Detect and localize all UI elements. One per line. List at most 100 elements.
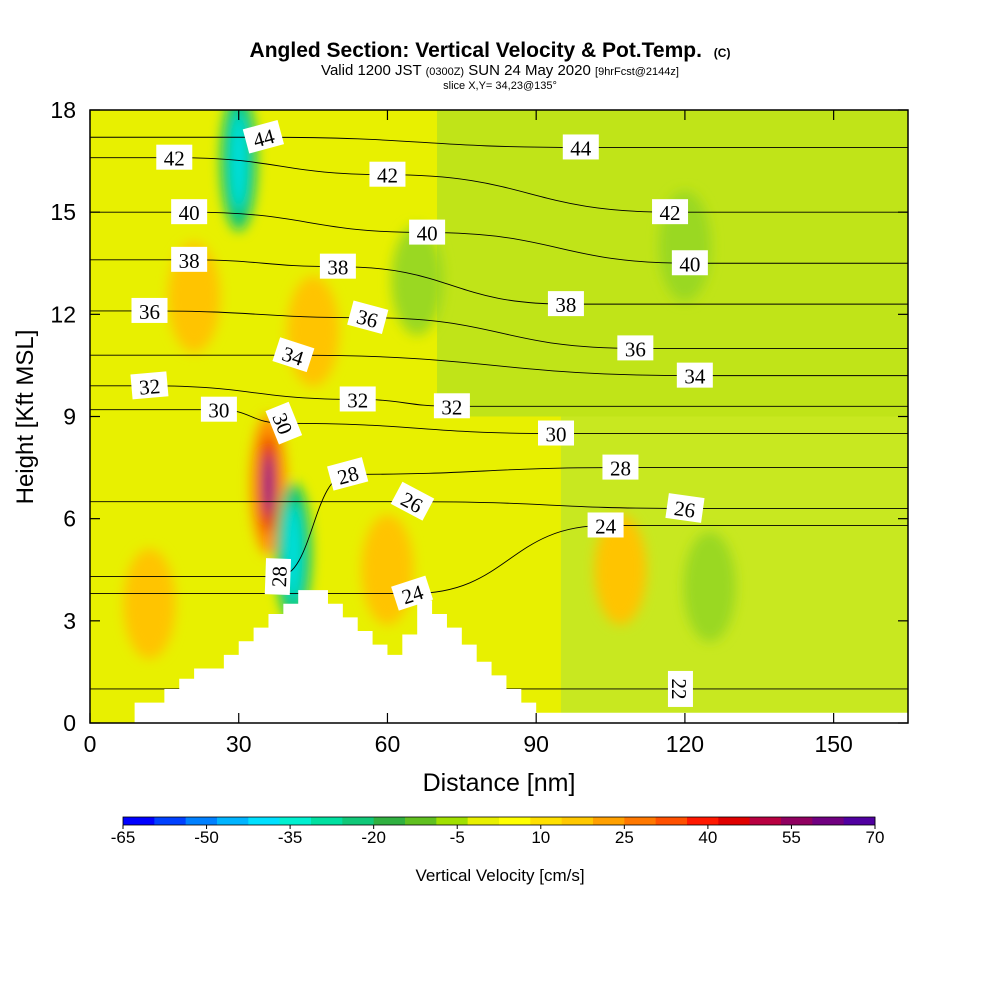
- y-tick-label: 6: [63, 506, 76, 532]
- colorbar-swatch: [812, 817, 845, 825]
- isentrope-label-box: [131, 297, 168, 323]
- isentrope-label-box: [390, 481, 435, 521]
- colorbar-swatch: [373, 817, 406, 825]
- colorbar-swatch: [185, 817, 218, 825]
- colorbar-swatch: [311, 817, 343, 825]
- y-tick-label: 3: [63, 608, 76, 634]
- colorbar-swatch: [499, 817, 531, 825]
- isentrope-label: 28: [327, 457, 369, 491]
- terrain: [90, 590, 908, 723]
- x-tick-label: 120: [666, 731, 704, 757]
- colorbar-tick-label: 40: [698, 828, 717, 847]
- slice-label: slice X,Y= 34,23@135°: [443, 80, 557, 92]
- isentrope-label: 44: [242, 120, 285, 154]
- colorbar-swatch: [530, 817, 563, 825]
- isentrope-label-box: [391, 575, 434, 611]
- isentrope-label-text: 34: [684, 365, 706, 389]
- isentrope-label-text: 42: [164, 147, 185, 171]
- colorbar-swatch: [687, 817, 719, 825]
- isentrope-label-box: [347, 300, 389, 334]
- isentrope-label-text: 44: [570, 136, 592, 160]
- isentrope-label: 24: [587, 512, 624, 538]
- isentrope-label: 26: [665, 493, 705, 523]
- isentrope-label-box: [676, 362, 713, 388]
- colorbar-swatch: [279, 817, 312, 825]
- colorbar-swatch: [655, 817, 688, 825]
- isentrope-label-box: [130, 371, 169, 400]
- isentrope-label: 38: [171, 246, 208, 273]
- colorbar-tick-label: 25: [615, 828, 634, 847]
- updraft-cell: [123, 548, 176, 659]
- colorbar-tick-label: 55: [782, 828, 801, 847]
- colorbar-swatch: [217, 817, 249, 825]
- colorbar-tick-label: -35: [278, 828, 303, 847]
- colorbar-tick-label: 70: [866, 828, 885, 847]
- isentrope-label: 32: [339, 386, 376, 412]
- x-tick-label: 0: [84, 731, 97, 757]
- isentrope-label-box: [538, 420, 575, 446]
- isentrope-label: 36: [131, 297, 168, 324]
- x-tick-label: 30: [226, 731, 252, 757]
- isentrope-label-box: [265, 401, 303, 445]
- colorbar-tick-label: -20: [361, 828, 386, 847]
- colorbar-swatch: [718, 817, 751, 825]
- isentrope-label-box: [171, 199, 208, 225]
- colorbar-swatch: [624, 817, 657, 825]
- isentrope-label-text: 40: [417, 222, 438, 246]
- x-tick-label: 60: [375, 731, 401, 757]
- isentrope-label: 38: [547, 291, 584, 317]
- colorbar-swatch: [781, 817, 813, 825]
- isentrope-label-box: [602, 454, 639, 480]
- isentrope-label-text: 40: [179, 201, 200, 225]
- isentrope-label: 30: [265, 401, 303, 445]
- isentrope-label-box: [667, 670, 693, 707]
- isentrope-label-text: 42: [377, 164, 398, 188]
- x-tick-label: 150: [814, 731, 852, 757]
- y-tick-label: 15: [50, 199, 76, 225]
- colorbar-swatch: [843, 817, 876, 825]
- isentrope-label-text: 38: [179, 249, 200, 273]
- isentrope-line: [90, 409, 908, 434]
- isentrope-label: 34: [272, 337, 315, 373]
- isentrope-label: 42: [369, 161, 406, 188]
- isentrope-line: [90, 136, 908, 148]
- isentrope-label-box: [562, 134, 599, 160]
- isentrope-label: 30: [200, 396, 237, 423]
- isentrope-label: 32: [433, 393, 470, 419]
- isentrope-label: 36: [347, 300, 389, 334]
- colorbar-tick-label: -65: [111, 828, 136, 847]
- colorbar-swatch: [154, 817, 187, 825]
- isentrope-label-box: [652, 199, 689, 225]
- isentrope-label-text: 26: [673, 496, 697, 523]
- colorbar-frame: [122, 816, 876, 826]
- x-axis-label: Distance [nm]: [423, 769, 576, 797]
- x-tick-label: 90: [523, 731, 549, 757]
- isentrope-label-box: [617, 335, 654, 361]
- colorbar-swatch: [123, 817, 155, 825]
- isentrope-label-text: 24: [595, 514, 617, 538]
- y-tick-label: 9: [63, 404, 76, 430]
- updraft-cell: [287, 276, 340, 387]
- updraft-cell: [594, 514, 647, 625]
- colorbar-label: Vertical Velocity [cm/s]: [415, 866, 584, 885]
- updraft-peak: [264, 453, 273, 517]
- isentrope-label-text: 28: [610, 457, 631, 481]
- isentrope-label: 40: [171, 199, 208, 225]
- downdraft-cell: [391, 225, 444, 336]
- isentrope-label-text: 28: [267, 566, 292, 588]
- colorbar-swatch: [593, 817, 625, 825]
- isentrope-label-box: [547, 291, 584, 317]
- colorbar-swatch: [561, 817, 594, 825]
- x-axis: 0 30 60 90 120 150: [84, 110, 853, 757]
- isentrope-label-box: [369, 161, 406, 187]
- isentrope-label-text: 36: [139, 300, 160, 324]
- y-tick-label: 12: [50, 301, 76, 327]
- isentrope-line: [90, 467, 908, 578]
- isentrope-label-box: [319, 253, 356, 279]
- colorbar-swatch: [467, 817, 500, 825]
- colorbar-swatch: [405, 817, 437, 825]
- isentrope-label: 40: [671, 250, 708, 276]
- isentrope-label: 38: [319, 253, 356, 280]
- isentrope-label-box: [339, 386, 376, 412]
- isentrope-label-box: [171, 246, 208, 272]
